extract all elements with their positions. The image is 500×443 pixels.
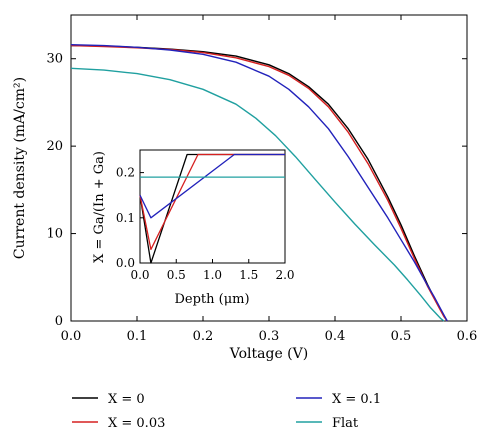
main-y-tick-label: 30 — [46, 52, 63, 67]
inset-y-tick-label: 0.2 — [116, 166, 135, 180]
inset-x-axis-label: Depth (μm) — [174, 292, 249, 307]
main-y-tick-label: 0 — [55, 314, 63, 329]
inset-series — [139, 153, 285, 264]
main-series-line-2 — [70, 44, 448, 322]
main-series-line-3 — [70, 67, 445, 322]
inset-x-tick-label: 1.5 — [239, 268, 258, 282]
legend-label-1: X = 0.03 — [108, 416, 165, 431]
main-x-tick-label: 0.6 — [457, 329, 478, 344]
main-x-tick-label: 0.2 — [193, 329, 214, 344]
main-series — [70, 44, 448, 322]
inset-y-tick-label: 0.0 — [116, 256, 135, 270]
inset-ticks: 0.0 0.5 1.0 1.5 2.0 0.0 0.1 0.2 — [116, 166, 295, 282]
legend-label-0: X = 0 — [108, 392, 145, 407]
inset-x-tick-label: 2.0 — [275, 268, 294, 282]
legend-label-2: X = 0.1 — [332, 392, 381, 407]
inset-series-line-2 — [139, 153, 285, 219]
inset-background — [140, 150, 285, 263]
main-x-tick-label: 0.3 — [259, 329, 280, 344]
main-y-tick-label: 20 — [46, 139, 63, 154]
legend: X = 0 X = 0.03 X = 0.1 Flat — [72, 392, 381, 431]
main-x-tick-label: 0.1 — [127, 329, 148, 344]
main-x-tick-label: 0.5 — [391, 329, 412, 344]
main-ticks: 0.0 0.1 0.2 0.3 0.4 0.5 0.6 0 10 20 30 — [46, 15, 477, 344]
inset-x-tick-label: 0.0 — [130, 268, 149, 282]
main-y-tick-label: 10 — [46, 227, 63, 242]
main-x-tick-label: 0.0 — [61, 329, 82, 344]
inset-x-tick-label: 1.0 — [203, 268, 222, 282]
legend-label-3: Flat — [332, 416, 359, 431]
main-y-axis-label: Current density (mA/cm²) — [12, 77, 28, 259]
main-x-tick-label: 0.4 — [325, 329, 346, 344]
inset-x-tick-label: 0.5 — [167, 268, 186, 282]
inset-y-axis-label: X = Ga/(In + Ga) — [92, 151, 107, 263]
main-x-axis-label: Voltage (V) — [229, 346, 308, 362]
inset-y-tick-label: 0.1 — [116, 211, 135, 225]
